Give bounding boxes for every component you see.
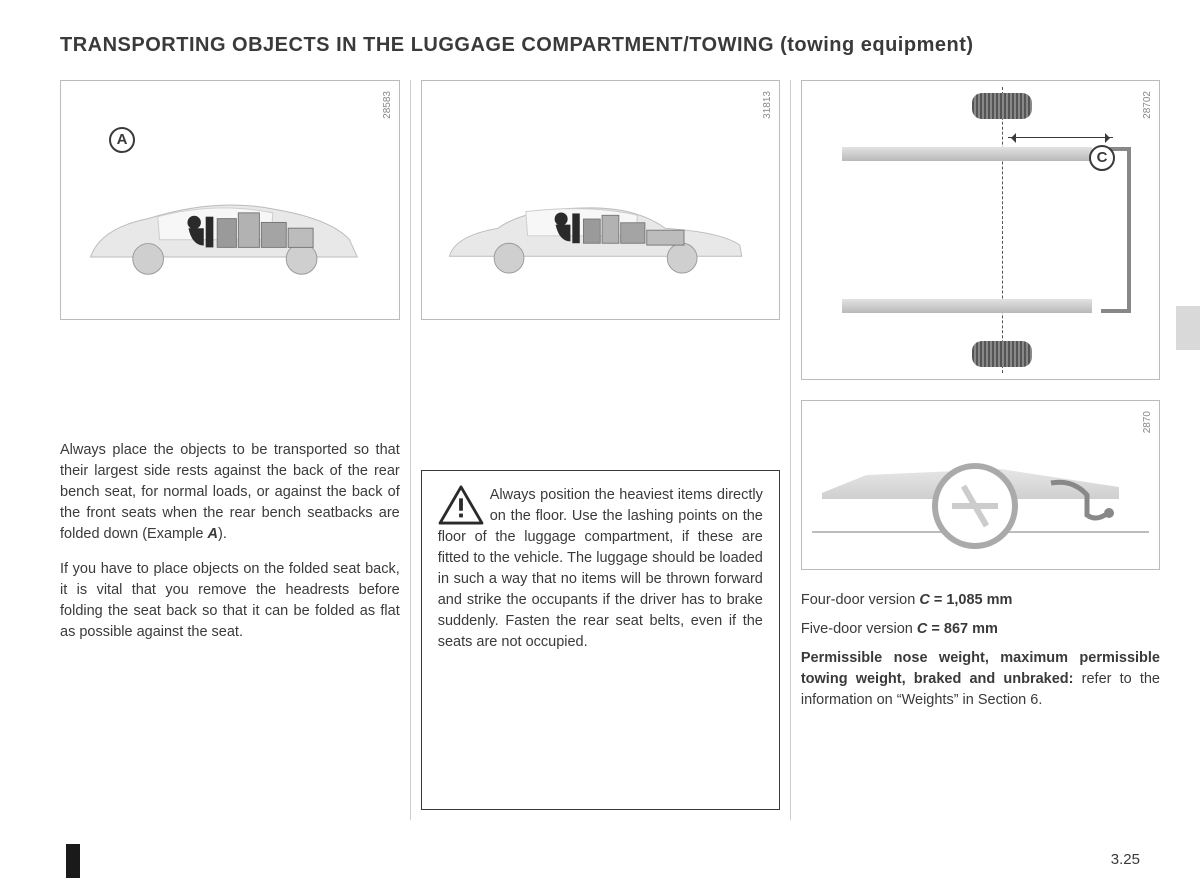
para-2: If you have to place objects on the fold…: [60, 559, 400, 643]
spacer: [421, 340, 780, 440]
column-divider-2: [790, 80, 791, 820]
column-1: 28583 A: [60, 80, 400, 820]
example-a-label: A: [109, 127, 135, 153]
thumb-tab: [1176, 306, 1200, 350]
spec-block: Four-door version C = 1,085 mm Five-door…: [801, 590, 1160, 711]
column-divider-1: [410, 80, 411, 820]
spec2-pre: Five-door version: [801, 621, 917, 637]
figure-sedan: 31813: [421, 80, 780, 320]
column-3: 28702 C 2870: [801, 80, 1160, 820]
column-2: 31813: [421, 80, 780, 820]
figure-code: 31813: [762, 91, 773, 119]
spec1-pre: Four-door version: [801, 592, 919, 608]
spacer: [60, 340, 400, 440]
top-view-diagram: [802, 81, 1159, 379]
spec2-post: = 867 mm: [927, 621, 998, 637]
dimension-c-label: C: [1089, 145, 1115, 171]
figure-code: 28583: [382, 91, 393, 119]
columns-container: 28583 A: [60, 80, 1160, 820]
footer-paragraph: Permissible nose weight, maximum permiss…: [801, 648, 1160, 711]
para-1: Always place the objects to be transport…: [60, 440, 400, 545]
figure-towing-top: 28702 C: [801, 80, 1160, 380]
page-number: 3.25: [1111, 851, 1140, 868]
para1-ref: A: [208, 526, 218, 542]
figure-a: 28583 A: [60, 80, 400, 320]
warning-text: Always position the heaviest items direc…: [438, 487, 763, 650]
spec1-post: = 1,085 mm: [930, 592, 1013, 608]
car-sedan-illustration: [442, 189, 749, 277]
car-hatchback-illustration: [81, 189, 369, 277]
page-title: TRANSPORTING OBJECTS IN THE LUGGAGE COMP…: [60, 34, 974, 57]
spec1-var: C: [919, 592, 929, 608]
figure-towing-side: 2870: [801, 400, 1160, 570]
warning-icon: [438, 485, 484, 525]
para1-post: ).: [218, 526, 227, 542]
spec2-var: C: [917, 621, 927, 637]
footer-tab: [66, 844, 80, 878]
side-view-diagram: [802, 401, 1159, 569]
warning-box: Always position the heaviest items direc…: [421, 470, 780, 810]
para1-pre: Always place the objects to be transport…: [60, 442, 400, 542]
spec-four-door: Four-door version C = 1,085 mm: [801, 590, 1160, 611]
spec-five-door: Five-door version C = 867 mm: [801, 619, 1160, 640]
